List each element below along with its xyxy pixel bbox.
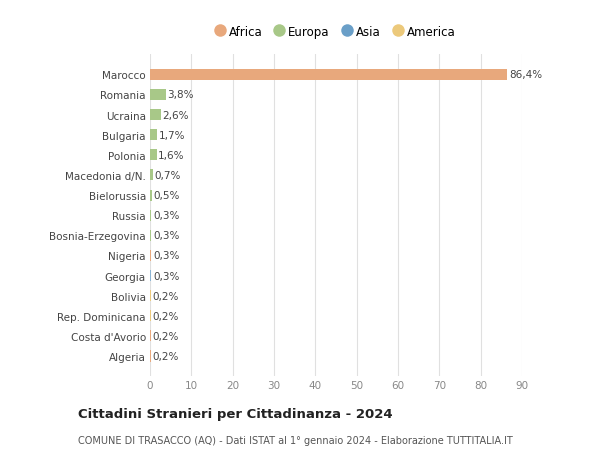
Bar [150,210,151,221]
Bar [150,291,151,302]
Text: 1,6%: 1,6% [158,151,185,161]
Text: 0,2%: 0,2% [152,351,179,361]
Bar [150,270,151,281]
Bar [150,110,161,121]
Text: 0,2%: 0,2% [152,331,179,341]
Bar [150,90,166,101]
Text: 0,3%: 0,3% [153,251,179,261]
Text: COMUNE DI TRASACCO (AQ) - Dati ISTAT al 1° gennaio 2024 - Elaborazione TUTTITALI: COMUNE DI TRASACCO (AQ) - Dati ISTAT al … [78,435,513,445]
Bar [150,351,151,362]
Bar [150,250,151,262]
Text: 0,3%: 0,3% [153,211,179,221]
Bar [150,70,507,81]
Bar [150,230,151,241]
Text: 0,5%: 0,5% [154,190,180,201]
Bar [150,130,157,141]
Text: Cittadini Stranieri per Cittadinanza - 2024: Cittadini Stranieri per Cittadinanza - 2… [78,407,392,420]
Text: 0,2%: 0,2% [152,291,179,301]
Text: 0,3%: 0,3% [153,271,179,281]
Text: 86,4%: 86,4% [509,70,542,80]
Text: 3,8%: 3,8% [167,90,194,100]
Text: 0,2%: 0,2% [152,311,179,321]
Bar [150,150,157,161]
Text: 1,7%: 1,7% [158,130,185,140]
Bar [150,330,151,341]
Bar [150,170,153,181]
Text: 0,7%: 0,7% [155,171,181,180]
Text: 2,6%: 2,6% [163,110,189,120]
Bar [150,311,151,322]
Bar [150,190,152,201]
Legend: Africa, Europa, Asia, America: Africa, Europa, Asia, America [213,22,459,42]
Text: 0,3%: 0,3% [153,231,179,241]
